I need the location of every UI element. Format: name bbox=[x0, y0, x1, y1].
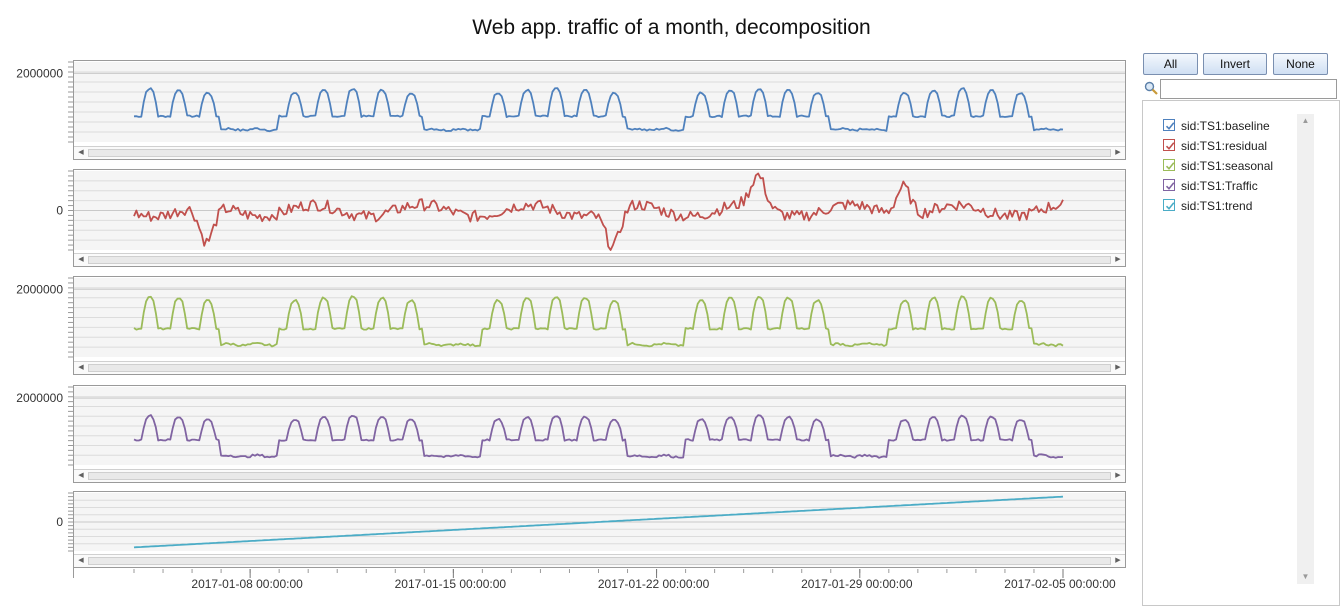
checkbox-traffic[interactable] bbox=[1163, 179, 1175, 191]
scroll-right-arrow[interactable]: ▶ bbox=[1115, 557, 1121, 564]
x-tick-label: 2017-01-29 00:00:00 bbox=[801, 577, 913, 591]
invert-selection-button[interactable]: Invert bbox=[1203, 53, 1267, 75]
y-tick-label-1: 2000000 bbox=[16, 66, 63, 80]
scroll-right-arrow[interactable]: ▶ bbox=[1115, 256, 1121, 263]
legend-label: sid:TS1:baseline bbox=[1181, 119, 1270, 133]
scroll-thumb[interactable] bbox=[88, 557, 1111, 565]
panel-frame-2 bbox=[73, 169, 1126, 267]
scroll-left-arrow[interactable]: ◀ bbox=[78, 149, 84, 156]
series-list-scrollbar[interactable]: ▲ ▼ bbox=[1297, 114, 1314, 584]
legend-label: sid:TS1:residual bbox=[1181, 139, 1268, 153]
y-tick-label-5: 0 bbox=[56, 515, 63, 529]
scroll-thumb[interactable] bbox=[88, 364, 1111, 372]
series-line-seasonal bbox=[133, 295, 1064, 348]
checkbox-residual[interactable] bbox=[1163, 139, 1175, 151]
check-icon bbox=[1165, 162, 1175, 170]
scroll-up-arrow[interactable]: ▲ bbox=[1301, 116, 1310, 125]
chart-area[interactable]: 2000000 0 2000000 2000000 0 2017-01-08 00:00:… bbox=[0, 0, 1140, 606]
hscroll-panel-5[interactable]: ◀ ▶ bbox=[74, 554, 1125, 567]
select-none-button[interactable]: None bbox=[1273, 53, 1328, 75]
scroll-thumb[interactable] bbox=[88, 256, 1111, 264]
panel-frame-4 bbox=[73, 385, 1126, 483]
series-line-trend bbox=[133, 495, 1064, 549]
hscroll-panel-2[interactable]: ◀ ▶ bbox=[74, 253, 1125, 266]
legend-label: sid:TS1:seasonal bbox=[1181, 159, 1274, 173]
panel-frame-3 bbox=[73, 276, 1126, 375]
scroll-down-arrow[interactable]: ▼ bbox=[1301, 572, 1310, 581]
hscroll-panel-1[interactable]: ◀ ▶ bbox=[74, 146, 1125, 159]
scroll-right-arrow[interactable]: ▶ bbox=[1115, 472, 1121, 479]
series-search-input[interactable] bbox=[1160, 79, 1337, 99]
series-line-baseline bbox=[133, 87, 1064, 133]
x-tick-label: 2017-02-05 00:00:00 bbox=[1004, 577, 1116, 591]
chart-svg: 2000000 0 2000000 2000000 0 2017-01-08 00:00:… bbox=[16, 60, 1126, 591]
scroll-left-arrow[interactable]: ◀ bbox=[78, 472, 84, 479]
scroll-thumb[interactable] bbox=[88, 149, 1111, 157]
y-tick-label-3: 2000000 bbox=[16, 282, 63, 296]
check-icon bbox=[1165, 202, 1175, 210]
panel-frame-1 bbox=[73, 60, 1126, 160]
y-tick-label-4: 2000000 bbox=[16, 391, 63, 405]
select-all-button[interactable]: All bbox=[1143, 53, 1198, 75]
scroll-right-arrow[interactable]: ▶ bbox=[1115, 364, 1121, 371]
scroll-left-arrow[interactable]: ◀ bbox=[78, 364, 84, 371]
checkbox-baseline[interactable] bbox=[1163, 119, 1175, 131]
check-icon bbox=[1165, 142, 1175, 150]
hscroll-panel-4[interactable]: ◀ ▶ bbox=[74, 469, 1125, 482]
chart-title: Web app. traffic of a month, decompositi… bbox=[472, 16, 871, 39]
scroll-right-arrow[interactable]: ▶ bbox=[1115, 149, 1121, 156]
x-tick-label: 2017-01-22 00:00:00 bbox=[598, 577, 710, 591]
search-icon bbox=[1144, 81, 1158, 95]
x-tick-label: 2017-01-15 00:00:00 bbox=[395, 577, 507, 591]
series-line-residual bbox=[133, 172, 1064, 251]
check-icon bbox=[1165, 182, 1175, 190]
scroll-thumb[interactable] bbox=[88, 472, 1111, 480]
scroll-left-arrow[interactable]: ◀ bbox=[78, 256, 84, 263]
checkbox-seasonal[interactable] bbox=[1163, 159, 1175, 171]
x-tick-label: 2017-01-08 00:00:00 bbox=[191, 577, 303, 591]
checkbox-trend[interactable] bbox=[1163, 199, 1175, 211]
series-line-traffic bbox=[133, 414, 1064, 459]
legend-label: sid:TS1:trend bbox=[1181, 199, 1253, 213]
hscroll-panel-3[interactable]: ◀ ▶ bbox=[74, 361, 1125, 374]
legend-label: sid:TS1:Traffic bbox=[1181, 179, 1258, 193]
scroll-left-arrow[interactable]: ◀ bbox=[78, 557, 84, 564]
check-icon bbox=[1165, 122, 1175, 130]
panel-frame-5 bbox=[73, 491, 1126, 568]
y-tick-label-2: 0 bbox=[56, 204, 63, 218]
